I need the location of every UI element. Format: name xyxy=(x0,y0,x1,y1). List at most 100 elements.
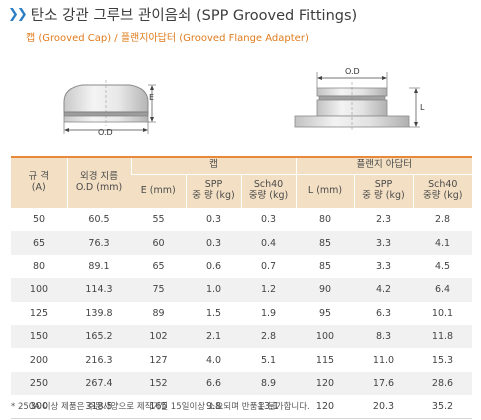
table-row: 200 216.3 127 4.0 5.1 115 11.0 15.3 xyxy=(11,348,472,371)
cell-size: 50 xyxy=(32,214,46,226)
cell-cap-spp: 0.6 xyxy=(205,260,222,272)
cell-cap-sch40: 1.9 xyxy=(260,307,277,319)
cell-size: 125 xyxy=(29,307,49,319)
cell-cap-spp: 9.8 xyxy=(186,395,241,420)
cell-size: 80 xyxy=(32,260,46,272)
cell-flange-spp: 2.3 xyxy=(375,214,392,226)
cell-od: 89.1 xyxy=(88,260,110,272)
cell-cap-e: 152 xyxy=(131,371,186,396)
table-row: 250 267.4 152 6.6 8.9 120 17.6 28.6 xyxy=(11,371,472,396)
header-flange-l-text: L (mm) xyxy=(307,184,343,196)
table-row: 125 139.8 89 1.5 1.9 95 6.3 10.1 xyxy=(11,302,472,325)
cell-od: 114.3 xyxy=(67,278,131,302)
cell-flange-sch40: 6.4 xyxy=(413,278,472,302)
cell-flange-l: 100 xyxy=(296,324,354,349)
cell-cap-sch40: 1.2 xyxy=(241,278,296,302)
cell-size: 150 xyxy=(11,324,67,349)
flange-od-label: O.D xyxy=(345,67,360,76)
cell-cap-e: 127 xyxy=(149,354,168,366)
cell-flange-sch40: 4.1 xyxy=(413,231,472,255)
cell-flange-spp: 4.2 xyxy=(354,278,413,302)
cell-flange-l: 80 xyxy=(318,214,332,226)
cell-flange-spp: 3.3 xyxy=(375,260,392,272)
spec-table: 규 격 (A) 외경 지름 O.D (mm) 캡 플랜지 아답터 E (mm) … xyxy=(11,156,472,420)
cell-flange-sch40: 4.5 xyxy=(434,260,451,272)
cell-od: 60.5 xyxy=(88,214,110,226)
cell-cap-sch40: 5.1 xyxy=(260,354,277,366)
cap-od-label: O.D xyxy=(98,128,113,137)
cell-od: 267.4 xyxy=(67,371,131,396)
header-flange-sch40: Sch40 중량 (kg) xyxy=(412,174,472,208)
header-cap-spp: SPP 중 량 (kg) xyxy=(185,174,241,208)
cell-cap-e: 75 xyxy=(131,278,186,302)
header-size-text: 규 격 (A) xyxy=(28,170,50,193)
header-od-text: 외경 지름 O.D (mm) xyxy=(75,170,123,193)
cell-size: 200 xyxy=(29,354,49,366)
header-cap-group: 캡 xyxy=(130,156,296,175)
cell-cap-e: 165 xyxy=(131,395,186,420)
cell-flange-spp: 17.6 xyxy=(354,371,413,396)
page-title: 탄소 강관 그루브 관이음쇠 (SPP Grooved Fittings) xyxy=(30,7,358,24)
table-row: 50 60.5 55 0.3 0.3 80 2.3 2.8 xyxy=(11,208,472,231)
header-cap-spp-text: SPP 중 량 (kg) xyxy=(192,179,235,202)
footnote: * 250A 이상 제품은 주문사양으로 제작기일 15일이상 소요되며 반품은… xyxy=(11,402,310,412)
cell-flange-l: 115 xyxy=(315,354,335,366)
cell-cap-spp: 1.0 xyxy=(186,278,241,302)
cell-cap-sch40: 0.4 xyxy=(241,231,296,255)
table-row: 150 165.2 102 2.1 2.8 100 8.3 11.8 xyxy=(11,324,472,349)
header-cap-sch40-text: Sch40 중량 (kg) xyxy=(248,179,289,202)
header-cap-e: E (mm) xyxy=(131,174,186,208)
header-flange-sch40-text: Sch40 중량 (kg) xyxy=(423,179,463,202)
cell-cap-spp: 0.3 xyxy=(205,214,222,226)
cell-flange-spp: 20.3 xyxy=(354,395,413,420)
page-title-row: ❯❯ 탄소 강관 그루브 관이음쇠 (SPP Grooved Fittings) xyxy=(8,4,357,24)
cell-cap-e: 89 xyxy=(152,307,165,319)
cell-flange-l: 120 xyxy=(296,371,354,396)
header-flange-spp-text: SPP 중 량 (kg) xyxy=(362,179,405,202)
header-flange-group: 플랜지 아답터 xyxy=(295,156,472,175)
cell-flange-l: 85 xyxy=(296,231,354,255)
header-cap-e-text: E (mm) xyxy=(140,184,176,196)
cell-flange-sch40: 15.3 xyxy=(431,354,454,366)
cell-flange-l: 90 xyxy=(296,278,354,302)
flange-l-label: L xyxy=(420,103,425,112)
cell-od: 216.3 xyxy=(85,354,113,366)
cap-e-label: E xyxy=(149,93,155,102)
cell-cap-spp: 6.6 xyxy=(186,371,241,396)
cell-cap-spp: 0.3 xyxy=(186,231,241,255)
cell-flange-spp: 3.3 xyxy=(354,231,413,255)
header-flange-spp: SPP 중 량 (kg) xyxy=(353,174,413,208)
cell-cap-spp: 2.1 xyxy=(186,324,241,349)
cell-cap-sch40: 13.1 xyxy=(241,395,296,420)
double-chevron-right-icon: ❯❯ xyxy=(8,6,28,22)
cell-size: 300 xyxy=(11,395,67,420)
cell-flange-sch40: 35.2 xyxy=(413,395,472,420)
table-subheader-row: E (mm) SPP 중 량 (kg) Sch40 중량 (kg) L (mm)… xyxy=(11,174,472,208)
flange-adapter-diagram: O.D L xyxy=(290,66,430,138)
cell-flange-spp: 11.0 xyxy=(372,354,395,366)
cell-cap-sch40: 0.7 xyxy=(260,260,277,272)
cell-cap-spp: 1.5 xyxy=(205,307,222,319)
page-subtitle: 캡 (Grooved Cap) / 플랜지아답터 (Grooved Flange… xyxy=(26,33,309,44)
header-size: 규 격 (A) xyxy=(11,156,67,209)
cell-flange-l: 120 xyxy=(296,395,354,420)
cell-cap-e: 60 xyxy=(131,231,186,255)
cell-od: 76.3 xyxy=(67,231,131,255)
cell-size: 250 xyxy=(11,371,67,396)
cell-cap-spp: 4.0 xyxy=(205,354,222,366)
header-flange-l: L (mm) xyxy=(295,174,354,208)
cell-size: 100 xyxy=(11,278,67,302)
cell-cap-sch40: 2.8 xyxy=(241,324,296,349)
cell-cap-e: 65 xyxy=(152,260,165,272)
table-row: 100 114.3 75 1.0 1.2 90 4.2 6.4 xyxy=(11,278,472,302)
cell-flange-spp: 8.3 xyxy=(354,324,413,349)
cell-cap-e: 102 xyxy=(131,324,186,349)
cell-cap-sch40: 0.3 xyxy=(260,214,277,226)
cell-flange-spp: 6.3 xyxy=(375,307,392,319)
cell-cap-e: 55 xyxy=(152,214,165,226)
cell-flange-l: 85 xyxy=(318,260,332,272)
cell-od: 165.2 xyxy=(67,324,131,349)
cell-flange-sch40: 28.6 xyxy=(413,371,472,396)
cell-od: 139.8 xyxy=(85,307,113,319)
cell-size: 65 xyxy=(11,231,67,255)
